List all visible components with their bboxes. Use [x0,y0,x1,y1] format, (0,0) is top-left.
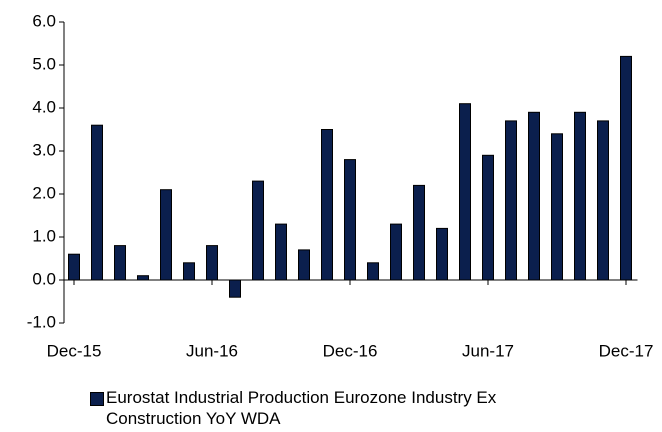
x-tick-label: Dec-17 [599,341,654,360]
y-tick-label: 2.0 [32,183,56,202]
y-tick-label: 5.0 [32,54,56,73]
x-tick-label: Dec-15 [47,341,102,360]
bar [229,279,241,298]
y-tick-label: 3.0 [32,140,56,159]
bar [298,249,310,281]
bar [482,154,494,281]
chart: -1.0 0.0 1.0 2.0 3.0 4.0 5.0 6.0 Dec-15 Jun-16 Dec… [27,11,654,360]
x-tick-label: Jun-17 [462,341,514,360]
bar [91,124,103,281]
bar [367,262,379,281]
y-tick-label: 6.0 [32,11,56,30]
bar [505,120,517,281]
legend-label: Eurostat Industrial Production Eurozone … [106,388,497,428]
bar [160,189,172,281]
bar [68,253,80,281]
bar [459,103,471,281]
y-tick-label: 1.0 [32,226,56,245]
bar [252,180,264,281]
x-tick-label: Jun-16 [186,341,238,360]
bar [597,120,609,281]
bar [321,129,333,281]
y-tick-label: 4.0 [32,97,56,116]
bar [183,262,195,281]
bar [137,275,149,281]
legend-swatch [90,392,104,406]
bar [574,111,586,281]
bar [620,55,632,281]
bar [551,133,563,281]
bar [413,184,425,281]
y-tick-label: 0.0 [32,269,56,288]
bar [206,245,218,281]
bar [528,111,540,281]
bar [390,223,402,281]
legend: Eurostat Industrial Production Eurozone … [90,387,590,429]
y-tick-label: -1.0 [27,312,56,331]
bar [436,227,448,281]
bar [114,245,126,281]
bar [344,159,356,281]
x-tick-label: Dec-16 [323,341,378,360]
bar [275,223,287,281]
